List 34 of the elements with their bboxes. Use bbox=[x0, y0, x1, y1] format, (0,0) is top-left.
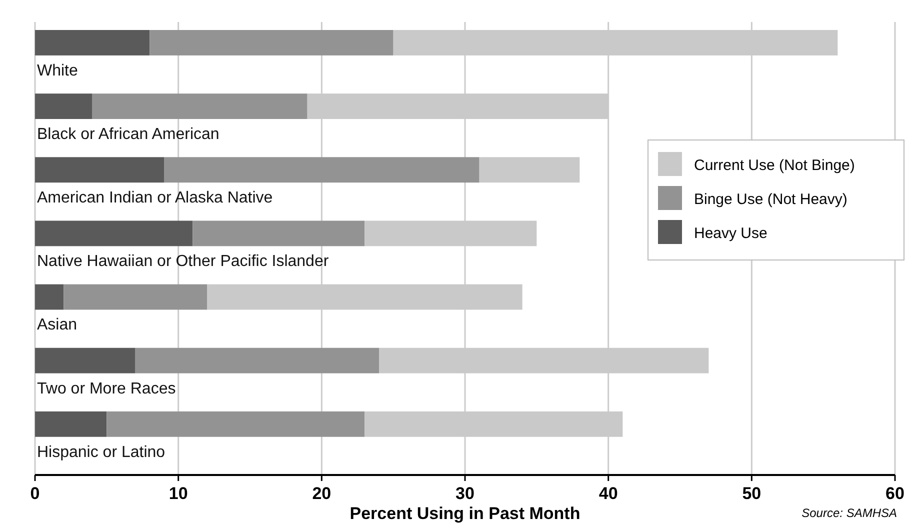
bar bbox=[35, 94, 92, 119]
x-tick-label: 10 bbox=[168, 484, 188, 503]
x-tick-label: 0 bbox=[30, 484, 40, 503]
bar bbox=[135, 348, 379, 374]
bar bbox=[164, 157, 480, 183]
bar bbox=[35, 411, 107, 437]
x-tick-label: 60 bbox=[886, 484, 904, 503]
y-tick-label: American Indian or Alaska Native bbox=[37, 190, 273, 207]
bar bbox=[64, 284, 207, 310]
y-tick-label: Hispanic or Latino bbox=[37, 444, 166, 461]
y-tick-label: White bbox=[37, 62, 78, 80]
x-tick-label: 30 bbox=[456, 484, 474, 503]
bar bbox=[92, 94, 308, 119]
legend-label: Current Use (Not Binge) bbox=[694, 157, 855, 174]
x-tick-label: 40 bbox=[598, 484, 618, 503]
y-tick-label: Asian bbox=[37, 316, 78, 334]
bar bbox=[106, 411, 365, 437]
bar bbox=[150, 30, 394, 56]
x-axis-title: Percent Using in Past Month bbox=[350, 504, 580, 523]
y-tick-label: Two or More Races bbox=[37, 380, 176, 398]
y-tick-label: Black or African American bbox=[37, 126, 220, 143]
bar bbox=[479, 157, 580, 183]
source-note: Source: SAMHSA bbox=[802, 506, 897, 520]
bar bbox=[192, 220, 365, 246]
y-tick-label: Native Hawaiian or Other Pacific Islander bbox=[37, 253, 330, 270]
bar bbox=[35, 30, 150, 56]
legend-label: Heavy Use bbox=[694, 225, 768, 242]
bar bbox=[35, 157, 164, 183]
bar bbox=[35, 348, 136, 374]
bar bbox=[35, 220, 193, 246]
x-tick-label: 50 bbox=[742, 484, 762, 503]
bar bbox=[35, 284, 64, 310]
x-tick-label: 20 bbox=[312, 484, 332, 503]
legend-label: Binge Use (Not Heavy) bbox=[694, 191, 848, 208]
